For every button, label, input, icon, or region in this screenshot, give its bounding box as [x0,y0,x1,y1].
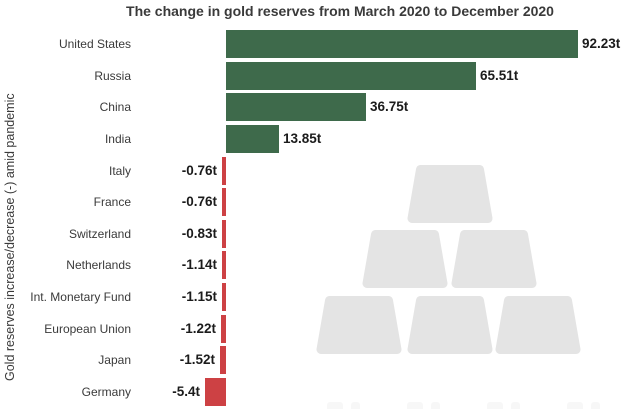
bar-row: Int. Monetary Fund -1.15t [0,283,640,311]
bar [205,378,226,406]
bar [222,188,226,216]
value-label: 13.85t [283,131,322,146]
category-label: Italy [108,164,131,178]
value-label: -0.83t [181,226,217,241]
bar [226,93,366,121]
bar-row: France -0.76t [0,188,640,216]
category-label: China [99,100,131,114]
value-label: 36.75t [370,99,409,114]
bar [222,251,226,279]
bar-row: Switzerland -0.83t [0,220,640,248]
bar-row: India 13.85t [0,125,640,153]
category-label: France [93,195,131,209]
bar [222,220,226,248]
value-label: -1.15t [181,289,217,304]
category-label: European Union [44,322,131,336]
category-label: Netherlands [66,258,131,272]
bar [226,30,578,58]
value-label: -0.76t [181,194,217,209]
bar-row: Germany -5.4t [0,378,640,406]
category-label: Russia [94,69,131,83]
bar-row: Netherlands -1.14t [0,251,640,279]
category-label: Germany [81,385,131,399]
category-label: Japan [98,353,131,367]
bar [226,62,476,90]
bar-row: Russia 65.51t [0,62,640,90]
bar-row: China 36.75t [0,93,640,121]
value-label: -1.14t [181,257,217,272]
value-label: -0.76t [181,163,217,178]
bar [222,157,226,185]
category-label: India [104,132,131,146]
bar [226,125,279,153]
bar-row: United States 92.23t [0,30,640,58]
bar-row: European Union -1.22t [0,315,640,343]
value-label: -5.4t [172,384,200,399]
value-label: 65.51t [480,68,519,83]
value-label: -1.22t [180,321,216,336]
value-label: 92.23t [582,36,621,51]
bar [220,346,226,374]
category-label: United States [58,37,131,51]
category-label: Int. Monetary Fund [30,290,131,304]
bar [222,283,226,311]
bar [221,315,226,343]
bar-row: Italy -0.76t [0,157,640,185]
bar-row: Japan -1.52t [0,346,640,374]
chart-title: The change in gold reserves from March 2… [126,3,554,19]
value-label: -1.52t [179,352,215,367]
category-label: Switzerland [68,227,131,241]
